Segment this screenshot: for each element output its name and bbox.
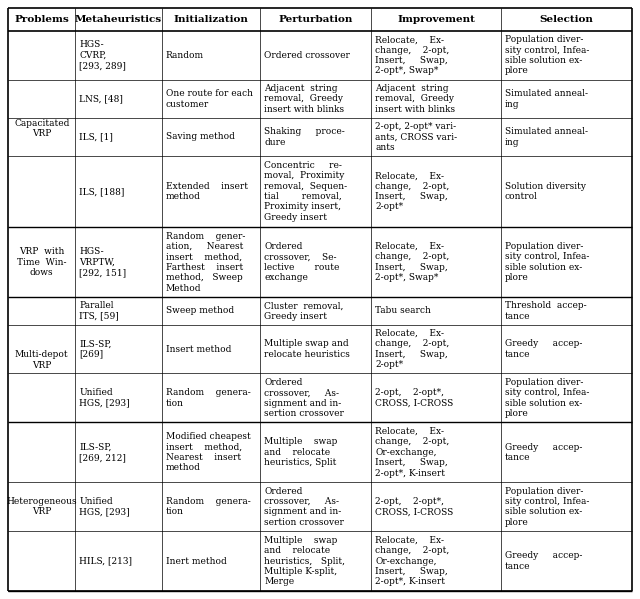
Text: Greedy     accep-
tance: Greedy accep- tance	[505, 443, 582, 462]
Text: Population diver-
sity control, Infea-
sible solution ex-
plore: Population diver- sity control, Infea- s…	[505, 242, 589, 282]
Text: Random    gener-
ation,     Nearest
insert    method,
Farthest    insert
method,: Random gener- ation, Nearest insert meth…	[166, 232, 245, 292]
Text: Shaking     proce-
dure: Shaking proce- dure	[264, 127, 345, 147]
Text: HILS, [213]: HILS, [213]	[79, 556, 132, 565]
Text: Multiple    swap
and    relocate
heuristics, Split: Multiple swap and relocate heuristics, S…	[264, 437, 337, 467]
Text: Multiple swap and
relocate heuristics: Multiple swap and relocate heuristics	[264, 339, 350, 359]
Text: Multi-depot
VRP: Multi-depot VRP	[15, 350, 68, 370]
Text: Relocate,    Ex-
change,    2-opt,
Insert,     Swap,
2-opt*, Swap*: Relocate, Ex- change, 2-opt, Insert, Swa…	[375, 35, 449, 75]
Text: Population diver-
sity control, Infea-
sible solution ex-
plore: Population diver- sity control, Infea- s…	[505, 378, 589, 418]
Text: Tabu search: Tabu search	[375, 307, 431, 316]
Text: Metaheuristics: Metaheuristics	[75, 15, 162, 24]
Text: Cluster  removal,
Greedy insert: Cluster removal, Greedy insert	[264, 301, 344, 320]
Text: Modified cheapest
insert    method,
Nearest    insert
method: Modified cheapest insert method, Nearest…	[166, 432, 250, 473]
Text: 2-opt,    2-opt*,
CROSS, I-CROSS: 2-opt, 2-opt*, CROSS, I-CROSS	[375, 497, 453, 516]
Text: Population diver-
sity control, Infea-
sible solution ex-
plore: Population diver- sity control, Infea- s…	[505, 486, 589, 527]
Text: Greedy     accep-
tance: Greedy accep- tance	[505, 339, 582, 359]
Text: Relocate,    Ex-
change,    2-opt,
Or-exchange,
Insert,     Swap,
2-opt*, K-inse: Relocate, Ex- change, 2-opt, Or-exchange…	[375, 427, 449, 477]
Text: Sweep method: Sweep method	[166, 307, 234, 316]
Text: LNS, [48]: LNS, [48]	[79, 95, 124, 104]
Text: Ordered crossover: Ordered crossover	[264, 51, 350, 60]
Text: Solution diversity
control: Solution diversity control	[505, 181, 586, 201]
Text: 2-opt,    2-opt*,
CROSS, I-CROSS: 2-opt, 2-opt*, CROSS, I-CROSS	[375, 388, 453, 408]
Text: Initialization: Initialization	[173, 15, 248, 24]
Text: Random: Random	[166, 51, 204, 60]
Text: Relocate,    Ex-
change,    2-opt,
Insert,     Swap,
2-opt*: Relocate, Ex- change, 2-opt, Insert, Swa…	[375, 171, 449, 211]
Text: Ordered
crossover,     As-
signment and in-
sertion crossover: Ordered crossover, As- signment and in- …	[264, 486, 344, 527]
Text: HGS-
VRPTW,
[292, 151]: HGS- VRPTW, [292, 151]	[79, 247, 127, 277]
Text: One route for each
customer: One route for each customer	[166, 89, 253, 108]
Text: ILS, [188]: ILS, [188]	[79, 187, 125, 196]
Text: Relocate,    Ex-
change,    2-opt,
Insert,     Swap,
2-opt*, Swap*: Relocate, Ex- change, 2-opt, Insert, Swa…	[375, 242, 449, 282]
Text: Adjacent  string
removal,  Greedy
insert with blinks: Adjacent string removal, Greedy insert w…	[375, 84, 455, 114]
Text: HGS-
CVRP,
[293, 289]: HGS- CVRP, [293, 289]	[79, 41, 126, 70]
Text: Concentric     re-
moval,  Proximity
removal,  Sequen-
tial        removal,
Prox: Concentric re- moval, Proximity removal,…	[264, 161, 348, 222]
Text: Relocate,    Ex-
change,    2-opt,
Or-exchange,
Insert,     Swap,
2-opt*, K-inse: Relocate, Ex- change, 2-opt, Or-exchange…	[375, 536, 449, 586]
Text: ILS, [1]: ILS, [1]	[79, 132, 113, 141]
Text: Heterogeneous
VRP: Heterogeneous VRP	[6, 497, 77, 516]
Text: Multiple    swap
and    relocate
heuristics,   Split,
Multiple K-split,
Merge: Multiple swap and relocate heuristics, S…	[264, 536, 345, 586]
Text: ILS-SP,
[269, 212]: ILS-SP, [269, 212]	[79, 443, 126, 462]
Text: Simulated anneal-
ing: Simulated anneal- ing	[505, 89, 588, 108]
Text: Random    genera-
tion: Random genera- tion	[166, 497, 250, 516]
Text: Capacitated
VRP: Capacitated VRP	[14, 119, 69, 138]
Text: Ordered
crossover,     As-
signment and in-
sertion crossover: Ordered crossover, As- signment and in- …	[264, 378, 344, 418]
Text: Population diver-
sity control, Infea-
sible solution ex-
plore: Population diver- sity control, Infea- s…	[505, 35, 589, 75]
Text: Adjacent  string
removal,  Greedy
insert with blinks: Adjacent string removal, Greedy insert w…	[264, 84, 344, 114]
Text: ILS-SP,
[269]: ILS-SP, [269]	[79, 339, 112, 359]
Text: Random    genera-
tion: Random genera- tion	[166, 388, 250, 408]
Text: Unified
HGS, [293]: Unified HGS, [293]	[79, 388, 130, 408]
Text: Unified
HGS, [293]: Unified HGS, [293]	[79, 497, 130, 516]
Text: Improvement: Improvement	[397, 15, 475, 24]
Text: Ordered
crossover,    Se-
lective       route
exchange: Ordered crossover, Se- lective route exc…	[264, 242, 339, 282]
Text: Insert method: Insert method	[166, 344, 231, 353]
Text: Inert method: Inert method	[166, 556, 227, 565]
Text: Greedy     accep-
tance: Greedy accep- tance	[505, 552, 582, 571]
Text: Perturbation: Perturbation	[278, 15, 353, 24]
Text: Threshold  accep-
tance: Threshold accep- tance	[505, 301, 587, 320]
Text: Saving method: Saving method	[166, 132, 234, 141]
Text: Parallel
ITS, [59]: Parallel ITS, [59]	[79, 301, 119, 320]
Text: VRP  with
Time  Win-
dows: VRP with Time Win- dows	[17, 247, 67, 277]
Text: Relocate,    Ex-
change,    2-opt,
Insert,     Swap,
2-opt*: Relocate, Ex- change, 2-opt, Insert, Swa…	[375, 329, 449, 369]
Text: Extended    insert
method: Extended insert method	[166, 181, 248, 201]
Text: 2-opt, 2-opt* vari-
ants, CROSS vari-
ants: 2-opt, 2-opt* vari- ants, CROSS vari- an…	[375, 122, 458, 152]
Text: Selection: Selection	[540, 15, 593, 24]
Text: Problems: Problems	[14, 15, 69, 24]
Text: Simulated anneal-
ing: Simulated anneal- ing	[505, 127, 588, 147]
